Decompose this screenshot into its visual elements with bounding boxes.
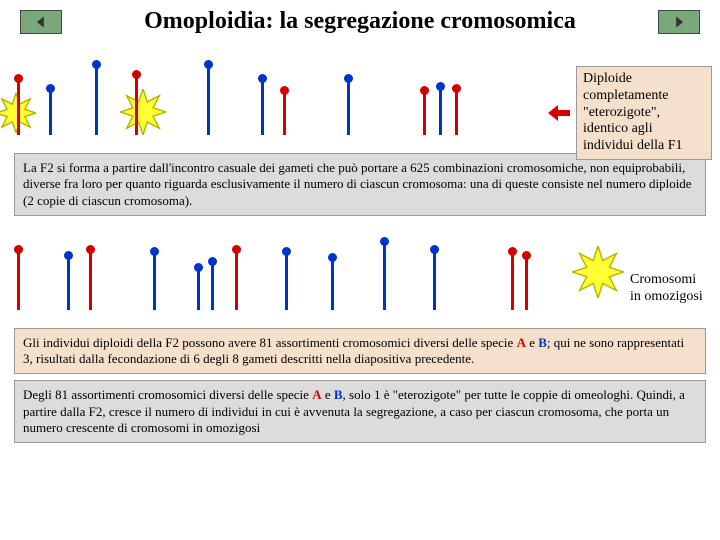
text: Gli individui diploidi della F2 possono …	[23, 335, 517, 350]
chromosome-centromere	[86, 245, 95, 254]
chromosome-arm	[331, 256, 334, 310]
chromosome-arm	[67, 254, 70, 310]
text: e	[526, 335, 538, 350]
chromosome-arm	[285, 250, 288, 310]
chromosome-centromere	[258, 74, 267, 83]
chromosome-centromere	[46, 84, 55, 93]
note-diploid: Diploide completamente "eterozigote", id…	[576, 66, 712, 160]
chromosome-arm	[95, 63, 98, 135]
chromosome-centromere	[508, 247, 517, 256]
star-icon	[572, 246, 624, 298]
chromosome-centromere	[328, 253, 337, 262]
chromosome-arm	[197, 266, 200, 310]
chromosome-centromere	[194, 263, 203, 272]
chromosome-centromere	[150, 247, 159, 256]
note-text: completamente	[583, 88, 669, 103]
chromosome-arm	[423, 89, 426, 135]
species-a: A	[312, 387, 321, 402]
chromosome-centromere	[204, 60, 213, 69]
chromosome-arm	[511, 250, 514, 310]
textbox-assortments-2: Degli 81 assortimenti cromosomici divers…	[14, 380, 706, 443]
star-icon	[120, 89, 166, 135]
nav-next-button[interactable]	[658, 10, 700, 34]
nav-prev-button[interactable]	[20, 10, 62, 34]
note-text: Diploide	[583, 71, 632, 86]
chromosome-centromere	[452, 84, 461, 93]
note-text: "eterozigote",	[583, 105, 660, 120]
chromosome-arm	[17, 77, 20, 135]
chromosome-centromere	[232, 245, 241, 254]
chromosome-centromere	[380, 237, 389, 246]
text: Degli 81 assortimenti cromosomici divers…	[23, 387, 312, 402]
chromosome-centromere	[420, 86, 429, 95]
chromosome-row-2	[0, 222, 720, 318]
species-b: B	[538, 335, 547, 350]
chromosome-arm	[433, 248, 436, 310]
chromosome-arm	[17, 248, 20, 310]
chromosome-arm	[439, 85, 442, 135]
chromosome-arm	[261, 77, 264, 135]
chromosome-centromere	[344, 74, 353, 83]
page-title: Omoploidia: la segregazione cromosomica	[62, 8, 658, 35]
chromosome-arm	[455, 87, 458, 135]
text: e	[322, 387, 334, 402]
note-text: Cromosomi	[630, 272, 696, 287]
chromosome-arm	[283, 89, 286, 135]
chromosome-centromere	[64, 251, 73, 260]
chromosome-arm	[347, 77, 350, 135]
note-text: identico agli	[583, 121, 653, 136]
chromosome-centromere	[14, 74, 23, 83]
species-a: A	[517, 335, 526, 350]
note-text: individui della F1	[583, 138, 683, 153]
star-marker	[572, 246, 624, 303]
textbox-f2-intro: La F2 si forma a partire dall'incontro c…	[14, 153, 706, 216]
chromosome-centromere	[280, 86, 289, 95]
chromosome-centromere	[436, 82, 445, 91]
chevron-left-icon	[34, 15, 48, 29]
chromosome-arm	[207, 63, 210, 135]
arrow-left-icon	[548, 105, 570, 126]
chromosome-centromere	[430, 245, 439, 254]
chromosome-arm	[49, 87, 52, 135]
note-homozygosis: Cromosomi in omozigosi	[630, 272, 720, 306]
chromosome-arm	[235, 248, 238, 310]
chromosome-arm	[89, 248, 92, 310]
note-text: in omozigosi	[630, 289, 703, 304]
textbox-assortments-1: Gli individui diploidi della F2 possono …	[14, 328, 706, 375]
chromosome-arm	[153, 250, 156, 310]
chromosome-arm	[135, 73, 138, 135]
star-marker	[120, 89, 166, 140]
chromosome-centromere	[522, 251, 531, 260]
chromosome-centromere	[14, 245, 23, 254]
chromosome-centromere	[208, 257, 217, 266]
text: La F2 si forma a partire dall'incontro c…	[23, 160, 692, 208]
chromosome-centromere	[282, 247, 291, 256]
chromosome-arm	[525, 254, 528, 310]
header: Omoploidia: la segregazione cromosomica	[0, 0, 720, 39]
chromosome-arm	[211, 260, 214, 310]
chromosome-centromere	[92, 60, 101, 69]
chromosome-arm	[383, 240, 386, 310]
chromosome-centromere	[132, 70, 141, 79]
species-b: B	[334, 387, 343, 402]
chevron-right-icon	[672, 15, 686, 29]
